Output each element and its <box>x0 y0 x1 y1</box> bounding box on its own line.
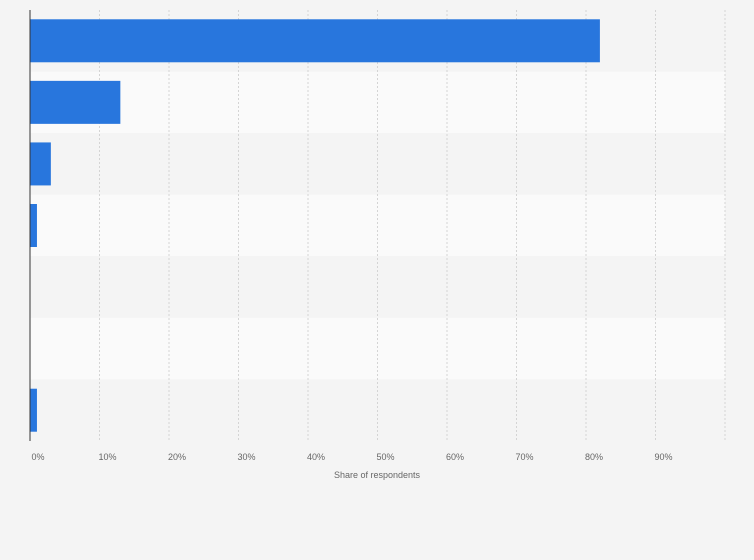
x-axis-title: Share of respondents <box>334 470 421 480</box>
bar <box>30 142 51 186</box>
x-tick-label: 70% <box>515 452 533 462</box>
x-tick-label: 80% <box>585 452 603 462</box>
bar <box>30 19 600 63</box>
x-axis-tick-labels: 0% 10% 20% 30% 40% 50% 60% 70% 80% 90% <box>31 452 672 462</box>
x-tick-label: 60% <box>446 452 464 462</box>
x-tick-label: 40% <box>307 452 325 462</box>
bar <box>30 204 37 247</box>
bars <box>30 19 600 432</box>
bar <box>30 388 37 432</box>
x-tick-label: 20% <box>168 452 186 462</box>
x-tick-label: 10% <box>98 452 116 462</box>
x-tick-label: 0% <box>31 452 44 462</box>
x-tick-label: 90% <box>654 452 672 462</box>
x-tick-label: 30% <box>237 452 255 462</box>
x-tick-label: 50% <box>376 452 394 462</box>
bar <box>30 80 121 124</box>
row-band <box>30 317 725 380</box>
